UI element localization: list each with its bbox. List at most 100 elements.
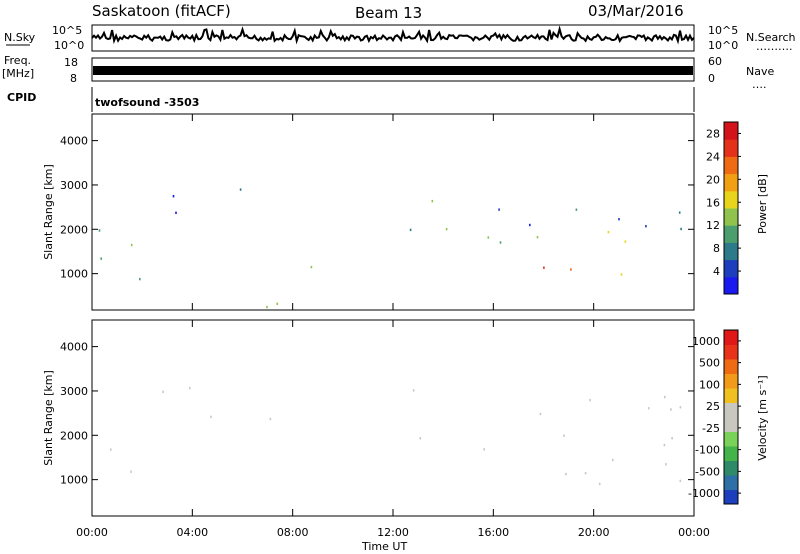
nsky-line [91,25,695,45]
velocity-colorbar-swatch [724,431,738,447]
velocity-colorbar-tick: -100 [695,444,720,457]
velocity-colorbar-tick: -25 [702,422,720,435]
date-title: 03/Mar/2016 [588,2,684,20]
freq-band [93,66,693,75]
power-colorbar-swatch [724,156,738,175]
heatmap-cell [139,277,141,281]
power-colorbar-tick: 8 [713,242,720,255]
heatmap-cell [499,241,502,244]
heatmap-cell [570,268,572,271]
heatmap-cell [620,273,623,276]
freq-tick-high: 18 [64,56,78,69]
heatmap-cell [498,208,500,211]
nave-dots: …. [752,78,767,91]
heatmap-cell [239,188,242,191]
freq-tick-low: 8 [70,72,77,85]
heatmap-cell [409,228,412,232]
x-tick-label: 04:00 [176,526,208,539]
power-colorbar-swatch [724,259,738,278]
heatmap-cell [445,228,448,231]
heatmap-cell [483,448,485,451]
power-colorbar-swatch [724,190,738,209]
heatmap-cell [618,218,620,221]
power-ylabel: Slant Range [km] [42,164,55,260]
heatmap-cell [607,230,610,234]
power-colorbar-frame [723,121,739,295]
power-colorbar-swatch [724,173,738,192]
station-title: Saskatoon (fitACF) [92,2,231,20]
x-axis-ticks: 00:00 04:00 08:00 12:00 16:00 20:00 00:00 [76,114,710,539]
power-colorbar-label: Power [dB] [756,174,769,234]
power-colorbar-tick: 12 [706,219,720,232]
velocity-colorbar-swatch [724,359,738,374]
heatmap-cell [189,386,191,390]
heatmap-cell [680,227,682,231]
x-tick-label: 00:00 [76,526,108,539]
velocity-colorbar-swatch [724,489,738,505]
heatmap-cell [665,463,667,466]
velocity-colorbar-tick: 100 [699,378,720,391]
heatmap-cell [670,408,672,411]
power-ytick-label: 4000 [60,135,88,148]
heatmap-cell [269,417,272,421]
heatmap-cell [100,257,102,260]
velocity-y-ticks: 1000 2000 3000 4000 [60,341,694,487]
heatmap-cell [575,208,578,211]
heatmap-cell [419,437,422,440]
x-tick-label: 20:00 [578,526,610,539]
heatmap-cell [162,390,164,393]
nsky-tick-low: 10^0 [54,39,84,52]
nsearch-tick-high: 10^5 [708,24,738,37]
heatmap-cell [589,398,591,402]
cpid-label: CPID [7,91,36,104]
velocity-colorbar-swatch [724,460,738,476]
nave-label: Nave [746,65,774,78]
nsky-label: N.Sky [4,31,36,44]
heatmap-cell [624,240,627,243]
heatmap-cell [172,195,175,198]
velocity-colorbar-swatch [724,373,738,389]
velocity-colorbar-swatch [724,330,738,345]
power-panel-frame [91,113,695,311]
heatmap-cell [584,471,587,475]
heatmap-cell [529,223,531,227]
nave-tick-low: 0 [708,72,715,85]
velocity-ytick-label: 2000 [60,429,88,442]
heatmap-cell [266,305,268,309]
heatmap-cell [671,437,673,440]
power-colorbar-tick: 24 [706,150,720,163]
velocity-colorbar-swatch [724,402,738,418]
x-axis-label: Time UT [361,540,407,553]
nsearch-label: N.Search [746,31,796,44]
power-colorbar-swatch [724,225,738,243]
heatmap-cell [543,266,545,269]
heatmap-cell [98,229,101,232]
velocity-ytick-label: 1000 [60,474,88,487]
nsky-tick-high: 10^5 [52,24,82,37]
x-tick-label: 16:00 [477,526,509,539]
heatmap-cell [678,211,681,214]
heatmap-cell [664,395,666,399]
freq-units-label: [MHz] [2,67,34,80]
power-colorbar-tick: 20 [706,173,720,186]
velocity-colorbar-swatch [724,417,738,432]
power-colorbar-swatch [724,208,738,226]
velocity-colorbar-swatch [724,388,738,403]
power-heatmap [98,188,682,309]
velocity-panel-frame [91,319,695,517]
velocity-colorbar-swatch [724,475,738,490]
nsearch-tick-low: 10^0 [708,39,738,52]
power-ytick-label: 3000 [60,179,88,192]
velocity-ytick-label: 3000 [60,385,88,398]
power-y-ticks: 1000 2000 3000 4000 [60,135,694,281]
nsky-trace [91,25,695,45]
power-colorbar-tick: 16 [706,196,720,209]
heatmap-cell [412,389,415,392]
heatmap-cell [431,199,434,203]
heatmap-cell [539,412,542,416]
x-tick-label: 00:00 [678,526,710,539]
velocity-colorbar-label: Velocity [m s⁻¹] [756,375,769,460]
nsearch-dots: ………. [756,40,793,53]
heatmap-cell [130,243,133,247]
